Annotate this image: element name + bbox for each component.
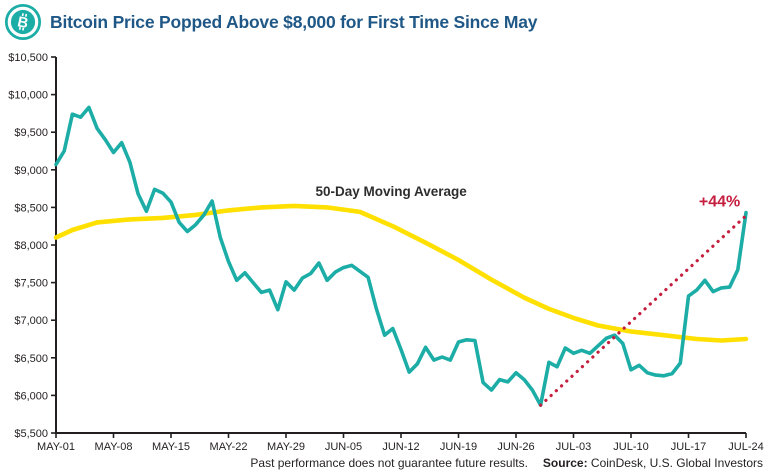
x-tick-label: JUL-03 [556, 441, 591, 453]
y-tick-label: $5,500 [14, 428, 48, 440]
x-tick-label: JUN-19 [440, 441, 477, 453]
x-tick-label: MAY-08 [95, 441, 133, 453]
y-tick-label: $8,500 [14, 202, 48, 214]
axes: $10,500 $10,000 $9,500 $9,000 $8,500 $8,000 $7… [8, 52, 764, 453]
moving-average-label: 50-Day Moving Average [315, 184, 467, 199]
x-tick-label: JUL-10 [613, 441, 648, 453]
header: B Bitcoin Price Popped Above $8,000 for … [4, 3, 538, 41]
x-tick-label: JUL-17 [671, 441, 706, 453]
x-tick-label: JUL-24 [728, 441, 763, 453]
bitcoin-icon: B [4, 3, 42, 41]
x-tick-label: JUN-05 [325, 441, 362, 453]
disclaimer-text: Past performance does not guarantee futu… [250, 456, 528, 470]
y-tick-label: $7,000 [14, 315, 48, 327]
bitcoin-b-glyph: B [16, 13, 30, 32]
x-tick-label: MAY-29 [267, 441, 305, 453]
x-tick-label: MAY-01 [37, 441, 75, 453]
source-label: Source: [542, 456, 588, 470]
x-tick-label: JUN-12 [382, 441, 419, 453]
y-tick-label: $9,500 [14, 127, 48, 139]
percent-gain-label: +44% [699, 194, 740, 211]
trend-dotted-line [539, 214, 748, 407]
source-text: CoinDesk, U.S. Global Investors [587, 456, 763, 470]
x-tick-label: MAY-15 [152, 441, 190, 453]
moving-average-line [53, 203, 749, 343]
footer: Past performance does not guarantee futu… [250, 456, 763, 470]
y-tick-label: $9,000 [14, 165, 48, 177]
y-tick-label: $6,500 [14, 353, 48, 365]
x-tick-label: JUN-26 [497, 441, 534, 453]
page-title: Bitcoin Price Popped Above $8,000 for Fi… [50, 11, 538, 32]
source-attribution: Source: CoinDesk, U.S. Global Investors [543, 456, 763, 470]
y-tick-label: $10,500 [8, 52, 48, 64]
y-tick-label: $10,000 [8, 90, 48, 102]
bitcoin-price-line [54, 105, 748, 408]
x-tick-label: MAY-22 [210, 441, 248, 453]
y-tick-label: $6,000 [14, 390, 48, 402]
y-tick-label: $8,000 [14, 240, 48, 252]
y-tick-label: $7,500 [14, 278, 48, 290]
